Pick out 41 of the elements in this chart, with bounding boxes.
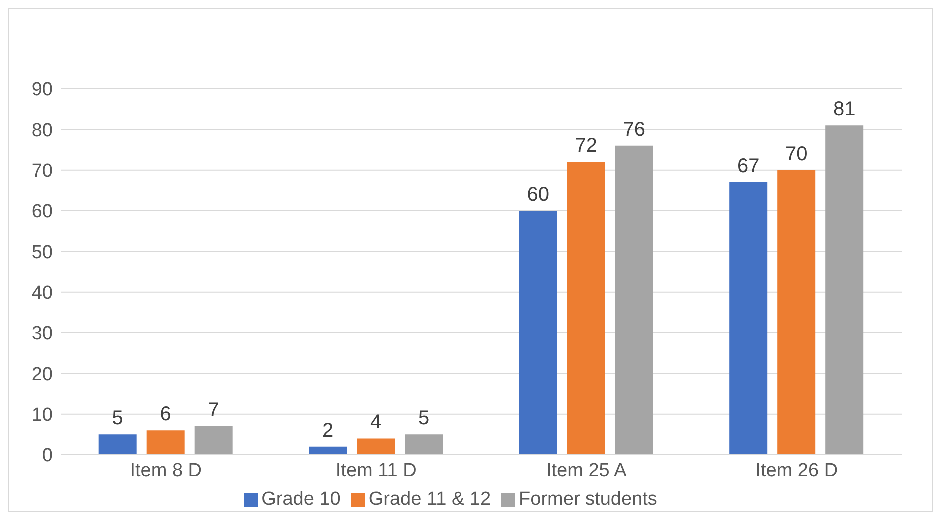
bar: [357, 438, 396, 455]
legend-label: Grade 11 & 12: [368, 489, 492, 510]
data-label: 5: [112, 408, 124, 430]
bar: [778, 170, 816, 455]
y-tick-label: 10: [32, 405, 53, 426]
y-tick-label: 70: [32, 161, 53, 182]
y-tick-label: 40: [32, 283, 53, 304]
data-label: 4: [370, 412, 382, 434]
bar: [567, 162, 606, 455]
bar: [615, 146, 654, 455]
y-tick-label: 60: [32, 202, 53, 223]
x-tick-label: Item 8 D: [130, 460, 202, 482]
bar: [826, 126, 864, 455]
data-label: 76: [623, 118, 646, 141]
data-label: 60: [527, 184, 550, 206]
data-label: 2: [322, 420, 334, 442]
y-tick-label: 80: [32, 120, 53, 142]
bar: [98, 434, 137, 455]
data-label: 7: [208, 400, 220, 422]
y-tick-label: 30: [32, 324, 53, 345]
x-tick-label: Item 25 A: [546, 460, 628, 482]
bar: [730, 182, 768, 455]
x-tick-label: Item 26 D: [756, 460, 838, 482]
bar: [146, 430, 185, 455]
y-tick-label: 90: [32, 80, 53, 101]
bar: [309, 446, 348, 455]
y-tick-label: 0: [42, 446, 53, 467]
bar: [194, 426, 233, 455]
y-tick-label: 20: [32, 364, 53, 386]
legend-label: Former students: [519, 489, 658, 510]
data-label: 67: [737, 156, 760, 178]
data-label: 5: [418, 408, 430, 430]
bar: [519, 211, 558, 455]
data-label: 70: [785, 143, 808, 166]
x-tick-label: Item 11 D: [336, 460, 417, 482]
legend-label: Grade 10: [262, 489, 341, 510]
data-label: 81: [833, 98, 856, 121]
data-label: 6: [160, 404, 172, 426]
y-tick-label: 50: [32, 242, 53, 264]
data-label: 72: [575, 135, 598, 158]
bar: [405, 434, 444, 455]
